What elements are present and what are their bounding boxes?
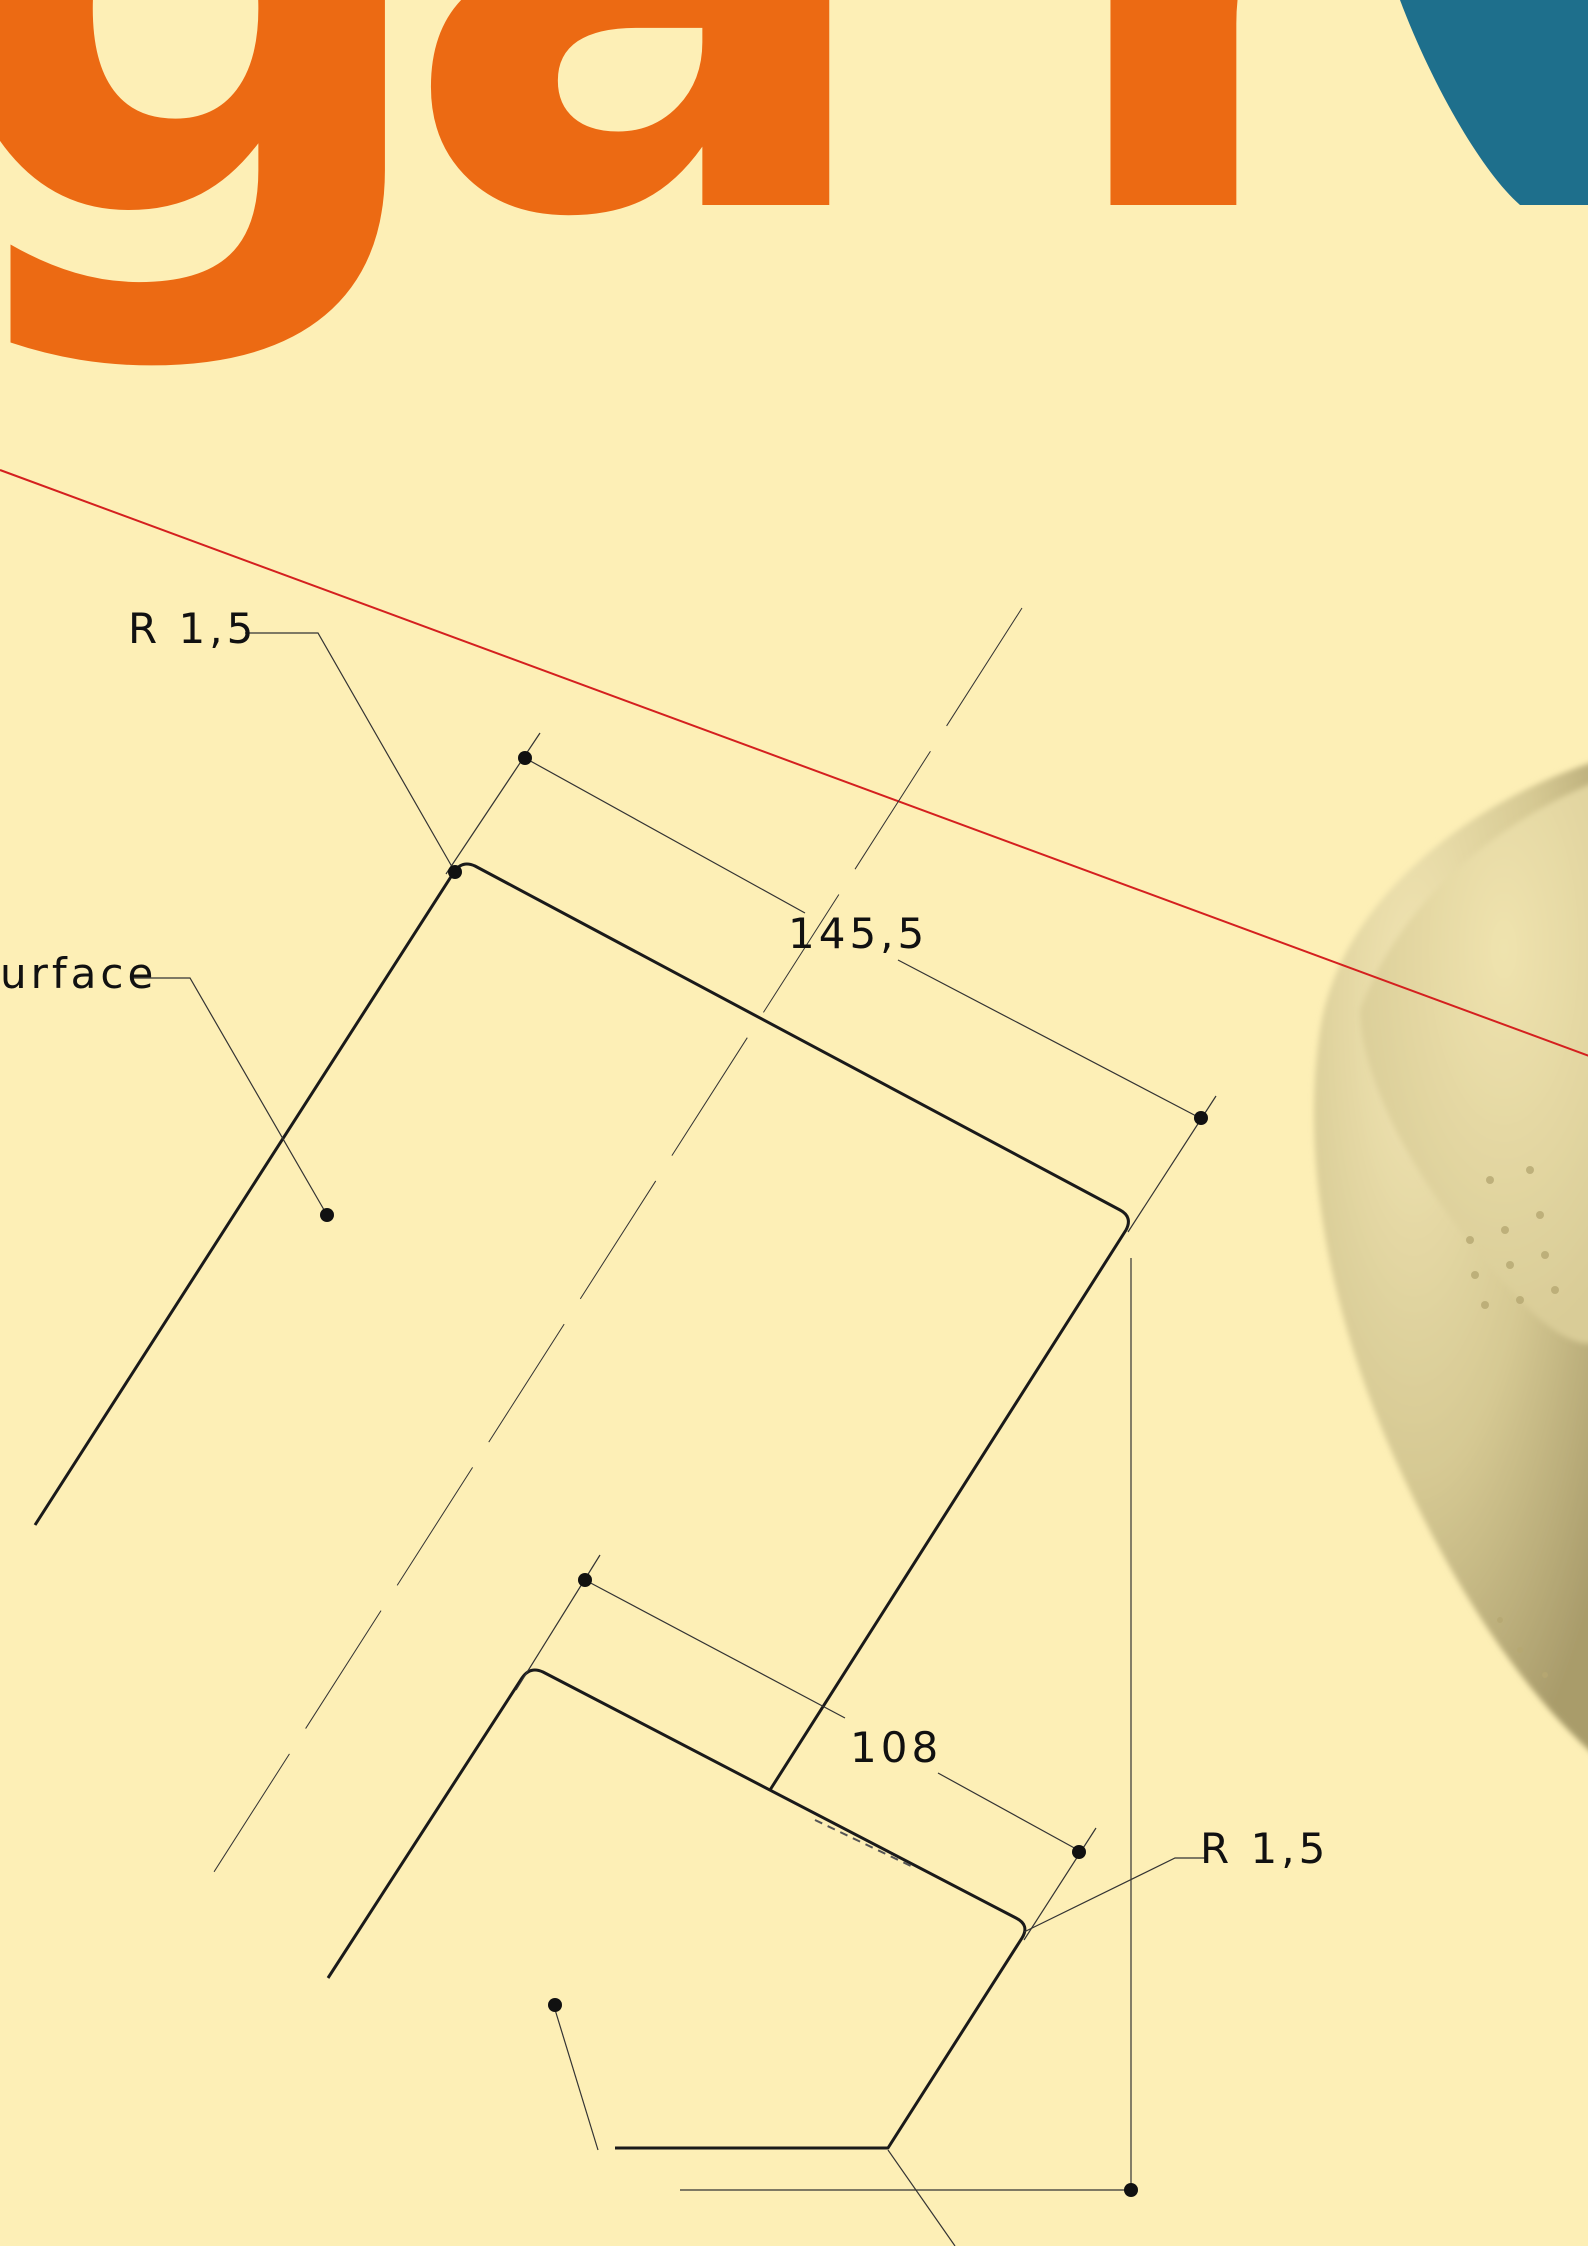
hidden-line [814,1819,916,1869]
profile-outline [33,862,1130,2150]
leader-radius-bottom [1023,1857,1205,1933]
leader-surface [132,977,328,1216]
dim-line-short [584,1579,1079,1851]
headline-teal-letter [1400,0,1588,205]
outer-profile [33,862,1130,1791]
dimension-long-label: 145,5 [788,909,928,958]
dimension-lines [132,632,1217,2246]
red-guide-line [0,469,1588,1057]
radius-label-bottom: R 1,5 [1200,1824,1329,1873]
headline-letter-g: g [0,0,395,380]
leader-radius-top [245,632,456,873]
dim-line-long [524,757,1201,1119]
surface-label: urface [0,949,157,998]
dimension-dots [320,751,1208,2197]
leader-inner [552,2002,599,2151]
center-line [211,607,1023,1876]
ext-line-bottom-right [1023,1827,1097,1941]
radius-label-top: R 1,5 [128,604,257,653]
headline: g a r [0,0,1588,380]
leader-bottom [887,2149,956,2246]
headline-letter-a: a [400,0,839,375]
bowl-illustration [1313,763,1588,1750]
headline-letter-r: r [1050,0,1410,375]
dimension-short-label: 108 [850,1723,942,1772]
